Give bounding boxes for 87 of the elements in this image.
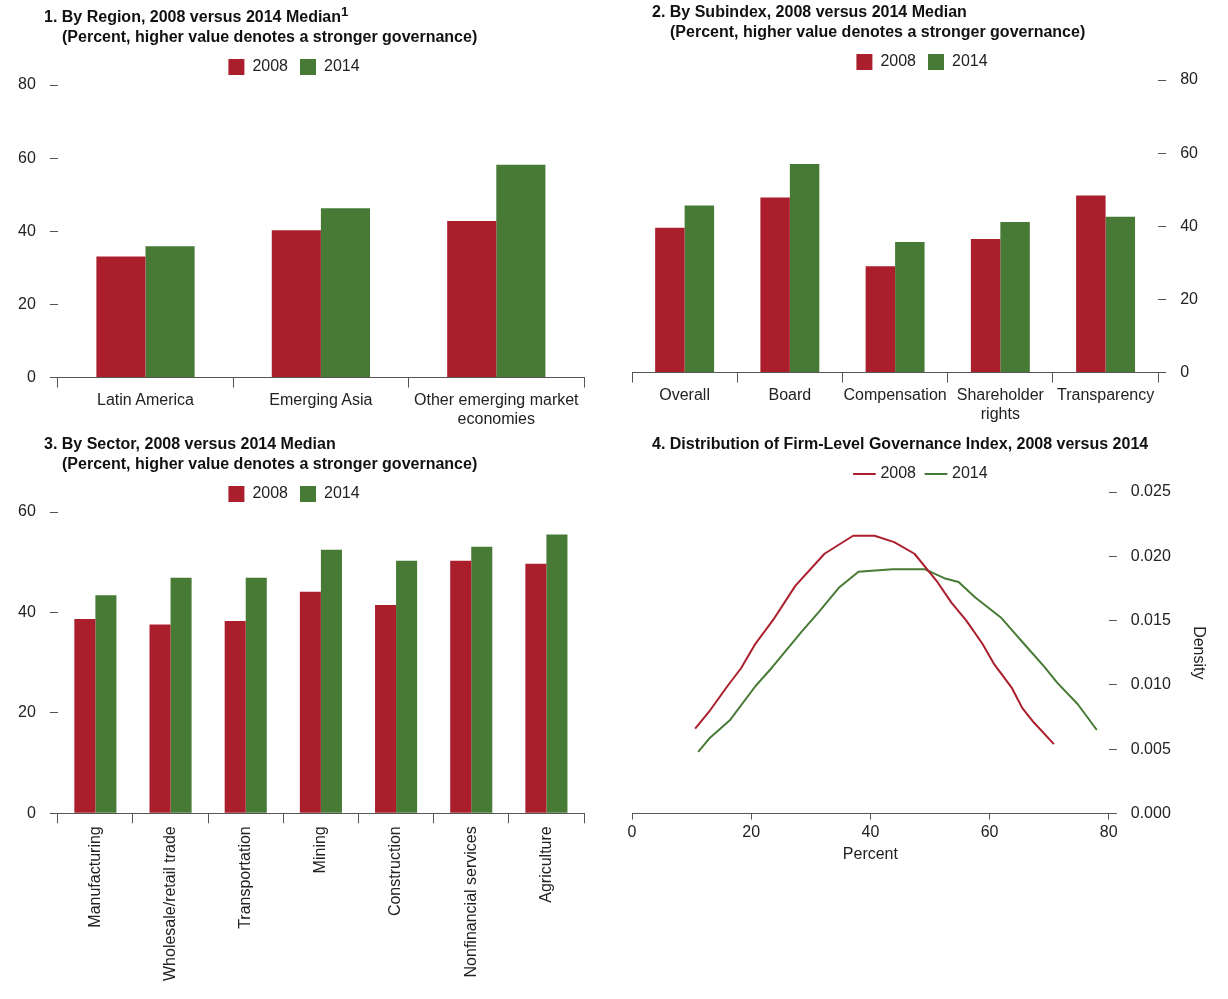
chart-subtitle: (Percent, higher value denotes a stronger governance) <box>669 22 1087 42</box>
y-tick-label: 60 <box>18 502 36 520</box>
x-tick-label: Construction <box>386 826 404 917</box>
bar <box>865 266 896 373</box>
bar <box>789 164 820 373</box>
bar <box>471 546 493 814</box>
bar <box>1000 221 1030 373</box>
bar <box>149 624 171 814</box>
x-tick-label: Manufacturing <box>85 826 103 928</box>
x-tick-label: Wholesale/retail trade <box>160 826 178 982</box>
x-tick-label: 60 <box>980 822 999 840</box>
bar <box>224 621 246 814</box>
bar <box>1076 195 1106 373</box>
y2-tick-label: 0.025 <box>1130 482 1171 500</box>
bar <box>450 561 472 814</box>
bar <box>447 221 497 378</box>
bar <box>320 549 342 814</box>
bar <box>95 595 117 814</box>
x-tick-label: Latin America <box>97 390 195 408</box>
x-tick-label: Compensation <box>843 385 947 403</box>
bar <box>525 564 547 814</box>
x-tick-label: Transparency <box>1056 385 1155 403</box>
x-tick-label: Transportation <box>236 826 254 930</box>
bar <box>320 208 371 378</box>
chart-title: 1. By Region, 2008 versus 2014 Median$^{1}$ <box>43 3 350 28</box>
x-axis-title: Percent <box>842 845 899 863</box>
bar <box>760 197 790 373</box>
legend-label: 2008 <box>880 464 917 482</box>
y2-tick-label: 0.000 <box>1130 804 1171 822</box>
chart-subtitle: (Percent, higher value denotes a stronger governance) <box>61 27 479 48</box>
bar <box>655 227 685 373</box>
y2-tick-label: 0.010 <box>1130 675 1171 693</box>
x-tick-label: Nonfinancial services <box>461 826 479 978</box>
y2-tick-label: 0.005 <box>1130 740 1171 758</box>
y-tick-label: 20 <box>18 295 36 313</box>
chart-title: 3. By Sector, 2008 versus 2014 Median <box>43 434 337 455</box>
y2-tick-label: 40 <box>1180 216 1199 234</box>
x-tick-label: Shareholder rights <box>956 385 1045 422</box>
x-tick-label: 0 <box>627 822 637 840</box>
bar <box>546 534 568 814</box>
y-tick-label: 0 <box>26 368 36 386</box>
bar <box>245 578 267 814</box>
y-tick-label: 60 <box>18 148 36 166</box>
bar <box>1105 216 1136 373</box>
legend-label: 2008 <box>880 52 917 70</box>
y2-tick-label: 60 <box>1180 143 1199 161</box>
legend-label: 2014 <box>952 464 988 482</box>
x-tick-label: 40 <box>861 822 880 840</box>
y-tick-label: 20 <box>18 703 36 721</box>
x-tick-label: 80 <box>1099 822 1118 840</box>
legend-label: 2014 <box>324 484 360 502</box>
y2-tick-label: 20 <box>1180 289 1199 307</box>
y-tick-label: 40 <box>18 222 36 240</box>
legend-label: 2008 <box>252 484 289 502</box>
bar <box>170 578 192 814</box>
bar <box>74 619 96 814</box>
x-tick-label: Board <box>768 385 812 403</box>
y-tick-label: 80 <box>18 75 36 93</box>
legend-label: 2014 <box>324 57 360 75</box>
chart-subtitle: (Percent, higher value denotes a stronger governance) <box>61 454 479 475</box>
x-tick-label: 20 <box>742 822 761 840</box>
y-tick-label: 0 <box>26 803 36 821</box>
bar <box>145 246 195 378</box>
bar <box>396 561 418 814</box>
legend-label: 2014 <box>952 52 988 70</box>
bar <box>496 165 546 378</box>
bar <box>970 239 1001 373</box>
legend-label: 2008 <box>252 57 289 75</box>
bar <box>684 205 715 373</box>
y-tick-label: 40 <box>18 603 36 621</box>
bar <box>271 230 321 378</box>
y2-tick-label: 0.015 <box>1130 611 1171 629</box>
bar <box>299 592 321 814</box>
x-tick-label: Other emerging market economies <box>414 390 580 428</box>
x-tick-label: Emerging Asia <box>269 390 373 408</box>
y2-tick-label: 0 <box>1180 363 1190 381</box>
chart-title: 2. By Subindex, 2008 versus 2014 Median <box>651 2 968 22</box>
y2-tick-label: 0.020 <box>1130 547 1171 565</box>
bar <box>96 256 146 378</box>
y2-axis-title: Density <box>1190 626 1208 680</box>
bar <box>895 242 925 373</box>
bar <box>375 605 397 814</box>
x-tick-label: Agriculture <box>536 826 554 904</box>
y2-tick-label: 80 <box>1180 70 1199 88</box>
chart-title: 4. Distribution of Firm-Level Governance Index, 2008 versus 2014 <box>651 434 1150 455</box>
x-tick-label: Overall <box>659 385 710 403</box>
x-tick-label: Mining <box>311 826 329 874</box>
